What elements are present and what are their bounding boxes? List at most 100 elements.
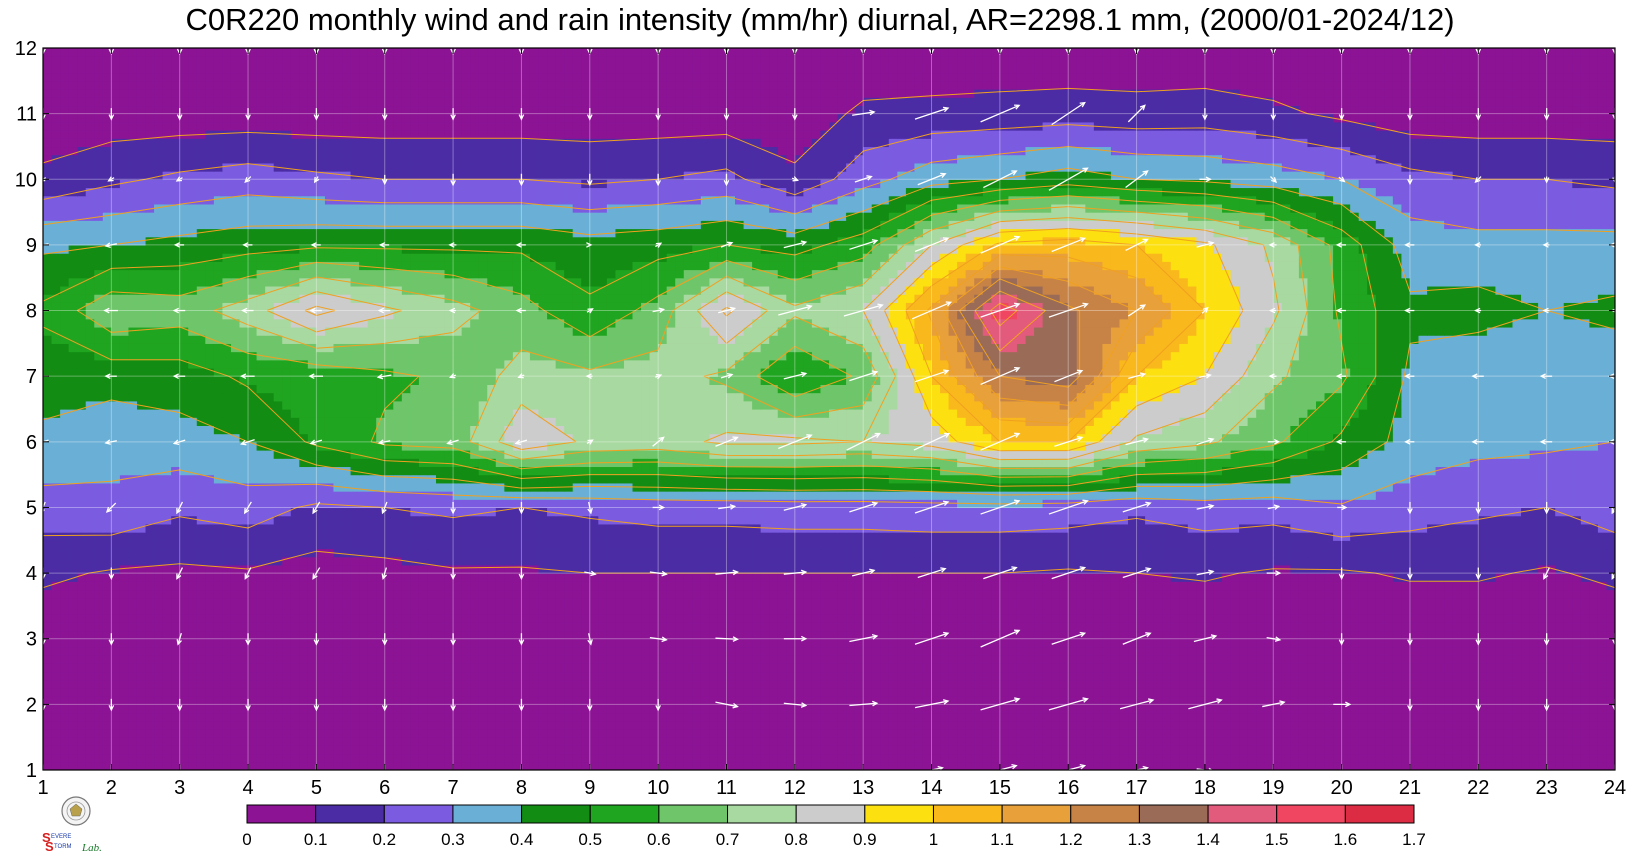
- heat-cell: [205, 745, 215, 755]
- heat-cell: [957, 581, 967, 591]
- heat-cell: [1102, 712, 1112, 722]
- heat-cell: [1375, 671, 1385, 681]
- heat-cell: [1051, 605, 1061, 615]
- heat-cell: [1444, 712, 1454, 722]
- heat-cell: [1367, 687, 1377, 697]
- heat-cell: [1512, 581, 1522, 591]
- heat-cell: [1213, 622, 1223, 632]
- heat-cell: [820, 589, 830, 599]
- heat-cell: [410, 704, 420, 714]
- heat-cell: [1273, 745, 1283, 755]
- heat-cell: [196, 737, 206, 746]
- heat-cell: [1085, 737, 1095, 746]
- heat-cell: [632, 761, 642, 770]
- heat-cell: [1145, 712, 1155, 722]
- heat-cell: [1350, 728, 1360, 738]
- heat-cell: [846, 614, 856, 623]
- heat-cell: [453, 753, 463, 763]
- heat-cell: [564, 638, 574, 648]
- heat-cell: [641, 564, 651, 574]
- heat-cell: [453, 745, 463, 755]
- heat-cell: [1478, 597, 1488, 607]
- heat-cell: [1059, 704, 1069, 714]
- heat-cell: [769, 761, 779, 770]
- heat-cell: [1521, 622, 1531, 632]
- heat-cell: [863, 589, 873, 599]
- heat-cell: [350, 581, 360, 591]
- heat-cell: [222, 753, 232, 763]
- heat-cell: [897, 581, 907, 591]
- heat-cell: [1222, 556, 1232, 566]
- heat-cell: [1281, 556, 1291, 566]
- heat-cell: [1606, 720, 1615, 730]
- heat-cell: [965, 597, 975, 607]
- heat-cell: [1597, 548, 1608, 558]
- heat-cell: [1298, 679, 1309, 689]
- heat-cell: [1290, 614, 1300, 623]
- heat-cell: [1444, 704, 1454, 714]
- heat-cell: [820, 556, 830, 566]
- heat-cell: [1572, 704, 1582, 714]
- heat-cell: [1529, 728, 1539, 738]
- heat-cell: [1042, 720, 1052, 730]
- heat-cell: [94, 712, 104, 722]
- heat-cell: [1572, 745, 1582, 755]
- heat-cell: [1478, 728, 1488, 738]
- heat-cell: [521, 696, 531, 705]
- heat-cell: [1401, 753, 1411, 763]
- heat-cell: [77, 687, 87, 697]
- heat-cell: [965, 605, 975, 615]
- heat-cell: [111, 761, 121, 770]
- heat-cell: [1145, 622, 1155, 632]
- heat-cell: [666, 655, 676, 664]
- heat-cell: [1034, 630, 1044, 640]
- heat-cell: [1384, 696, 1394, 705]
- heat-cell: [1546, 745, 1556, 755]
- heat-cell: [700, 712, 710, 722]
- heat-cell: [470, 655, 480, 664]
- heat-cell: [136, 679, 147, 689]
- heat-cell: [427, 589, 437, 599]
- heat-cell: [1572, 720, 1582, 730]
- heat-cell: [290, 646, 300, 656]
- heat-cell: [1409, 720, 1420, 730]
- heat-cell: [948, 663, 958, 673]
- heat-cell: [974, 745, 984, 755]
- heat-cell: [846, 548, 856, 558]
- heat-cell: [726, 745, 736, 755]
- heat-cell: [273, 704, 283, 714]
- heat-cell: [905, 761, 916, 770]
- heat-cell: [136, 597, 147, 607]
- heat-cell: [1093, 646, 1103, 656]
- heat-cell: [1367, 761, 1377, 770]
- heat-cell: [999, 720, 1010, 730]
- heat-cell: [102, 720, 112, 730]
- heat-cell: [1409, 671, 1420, 681]
- heat-cell: [564, 630, 574, 640]
- heat-cell: [581, 655, 591, 664]
- heat-cell: [854, 761, 864, 770]
- heat-cell: [1068, 655, 1078, 664]
- heat-cell: [1034, 761, 1044, 770]
- heat-cell: [914, 597, 924, 607]
- heat-cell: [863, 638, 873, 648]
- heat-cell: [350, 614, 360, 623]
- heat-cell: [1290, 646, 1300, 656]
- heat-cell: [1503, 597, 1514, 607]
- heat-cell: [1230, 687, 1240, 697]
- heat-cell: [1401, 720, 1411, 730]
- heat-cell: [136, 630, 147, 640]
- heat-cell: [136, 589, 147, 599]
- heat-cell: [299, 655, 309, 664]
- heat-cell: [1298, 663, 1309, 673]
- heat-cell: [1247, 687, 1257, 697]
- heat-cell: [179, 597, 189, 607]
- heat-cell: [1273, 581, 1283, 591]
- heat-cell: [1452, 761, 1462, 770]
- heat-cell: [547, 581, 557, 591]
- heat-cell: [1597, 753, 1608, 763]
- heat-cell: [700, 704, 710, 714]
- heat-cell: [658, 589, 668, 599]
- heat-cell: [1204, 696, 1215, 705]
- heat-cell: [367, 720, 377, 730]
